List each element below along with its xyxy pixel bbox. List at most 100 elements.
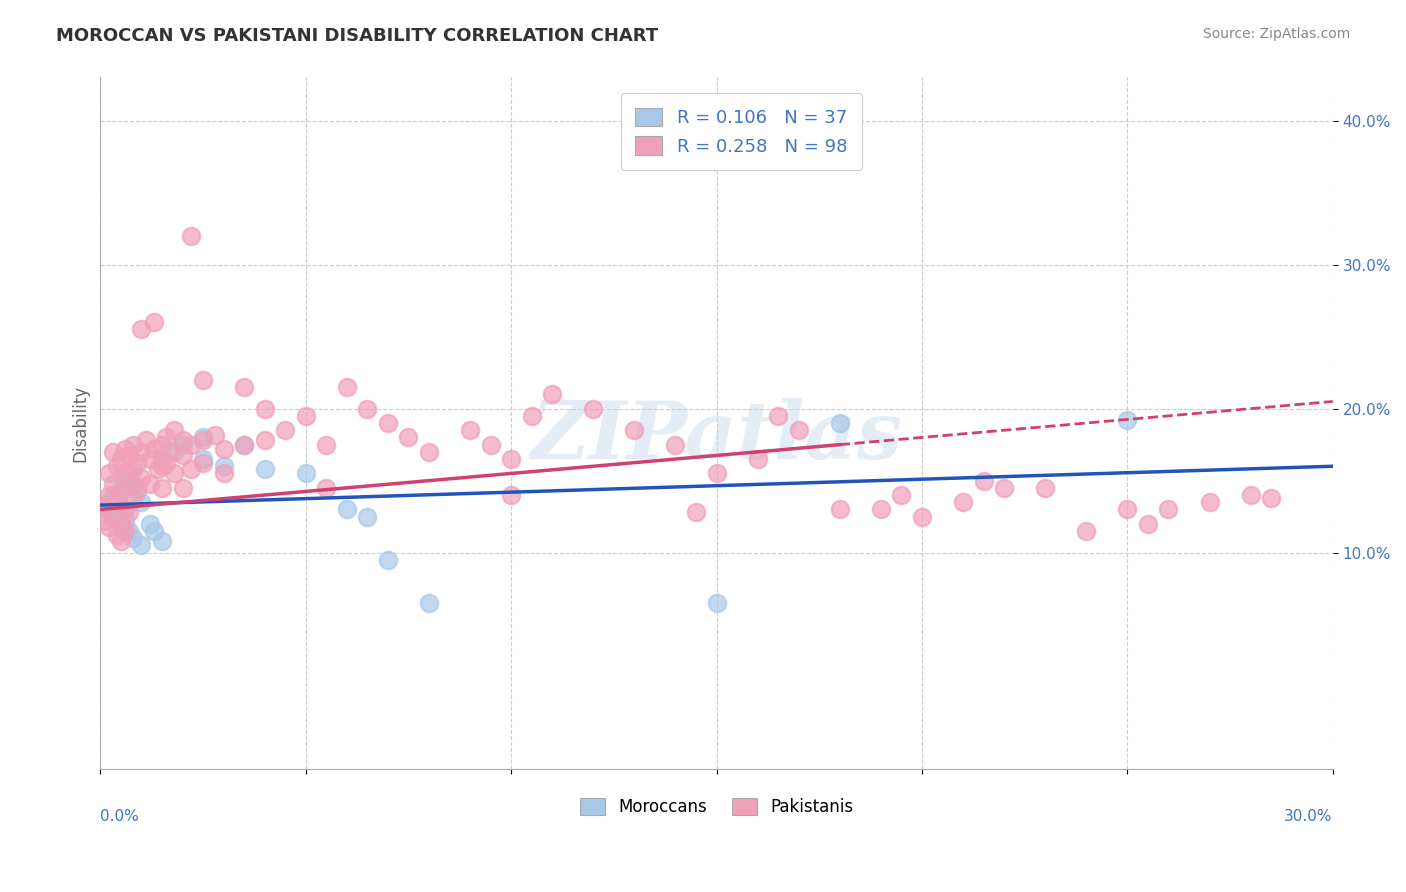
Point (105, 459, 128, 474)
Point (180, 437, 202, 451)
Point (336, 502, 359, 516)
Point (952, 495, 974, 509)
Point (212, 467, 235, 481)
Point (870, 502, 893, 516)
Point (787, 423, 810, 437)
Point (501, 452, 523, 467)
Point (150, 459, 173, 474)
Point (1076, 524, 1098, 538)
Point (110, 481, 132, 495)
Point (97, 519, 120, 533)
Point (122, 491, 145, 505)
Point (114, 474, 136, 488)
Legend: Moroccans, Pakistanis: Moroccans, Pakistanis (574, 791, 860, 822)
Point (110, 534, 132, 549)
Point (706, 467, 728, 481)
Point (541, 387, 564, 401)
Point (101, 476, 124, 491)
Point (1033, 481, 1056, 495)
Point (623, 423, 645, 437)
Point (97, 505, 120, 519)
Point (356, 509, 378, 524)
Point (294, 467, 316, 481)
Point (127, 456, 149, 470)
Point (155, 456, 177, 470)
Point (233, 380, 256, 394)
Point (1198, 495, 1220, 509)
Point (664, 437, 686, 451)
Point (150, 452, 173, 467)
Point (418, 596, 440, 610)
Point (315, 437, 337, 451)
Point (118, 476, 141, 491)
Point (212, 442, 235, 456)
Point (479, 437, 502, 451)
Point (253, 462, 276, 476)
Point (101, 445, 124, 459)
Point (146, 462, 169, 476)
Point (294, 409, 316, 423)
Point (418, 445, 440, 459)
Point (911, 509, 934, 524)
Point (142, 524, 165, 538)
Point (973, 474, 995, 488)
Point (191, 434, 214, 448)
Point (110, 485, 132, 500)
Point (685, 505, 707, 519)
Point (398, 430, 420, 444)
Point (828, 502, 851, 516)
Point (97, 495, 120, 509)
Point (163, 423, 186, 437)
Point (142, 442, 165, 456)
Point (191, 430, 214, 444)
Point (114, 502, 136, 516)
Point (122, 531, 145, 545)
Point (212, 459, 235, 474)
Point (150, 534, 173, 549)
Point (142, 315, 165, 329)
Point (101, 509, 124, 524)
Point (1157, 502, 1180, 516)
Text: Source: ZipAtlas.com: Source: ZipAtlas.com (1202, 27, 1350, 41)
Point (253, 401, 276, 416)
Y-axis label: Disability: Disability (72, 384, 89, 461)
Point (828, 416, 851, 430)
Point (101, 509, 124, 524)
Point (93, 500, 115, 514)
Point (138, 516, 160, 531)
Point (131, 538, 153, 552)
Point (114, 467, 136, 481)
Point (766, 409, 789, 423)
Point (114, 524, 136, 538)
Point (582, 401, 605, 416)
Point (155, 430, 177, 444)
Point (1116, 502, 1139, 516)
Point (180, 228, 202, 243)
Point (150, 481, 173, 495)
Point (97, 467, 120, 481)
Point (180, 462, 202, 476)
Point (172, 448, 194, 462)
Point (105, 495, 128, 509)
Point (274, 423, 297, 437)
Text: MOROCCAN VS PAKISTANI DISABILITY CORRELATION CHART: MOROCCAN VS PAKISTANI DISABILITY CORRELA… (56, 27, 658, 45)
Point (131, 495, 153, 509)
Point (233, 437, 256, 451)
Point (127, 481, 149, 495)
Point (138, 476, 160, 491)
Text: 0.0%: 0.0% (100, 809, 139, 823)
Point (172, 481, 194, 495)
Point (233, 437, 256, 451)
Point (191, 456, 214, 470)
Point (315, 481, 337, 495)
Point (138, 452, 160, 467)
Point (122, 462, 145, 476)
Point (336, 380, 359, 394)
Point (131, 322, 153, 336)
Point (110, 452, 132, 467)
Point (706, 596, 728, 610)
Point (127, 485, 149, 500)
Point (747, 452, 769, 467)
Point (356, 401, 378, 416)
Point (118, 505, 141, 519)
